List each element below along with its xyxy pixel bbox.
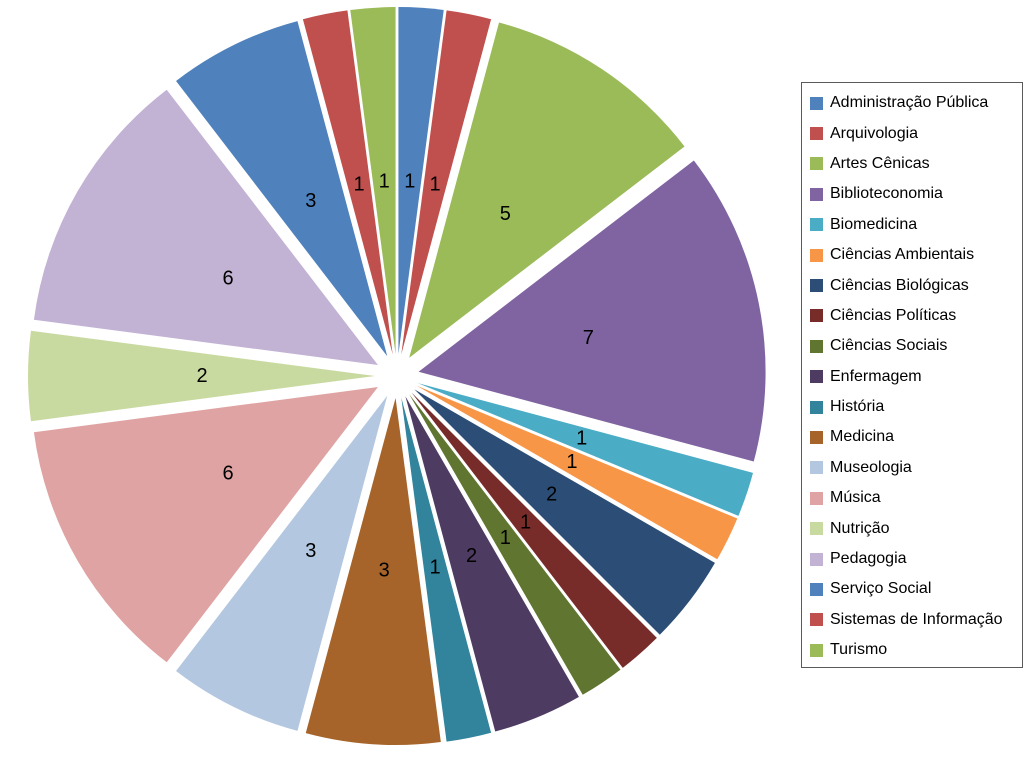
legend-label: História: [830, 398, 885, 416]
pie-slice-13: [176, 395, 388, 731]
slice-value-label: 1: [566, 451, 577, 473]
legend-swatch-icon: [810, 400, 823, 414]
pie-slice-5: [417, 383, 754, 516]
legend-label: Enfermagem: [830, 367, 922, 385]
legend-item: Enfermagem: [802, 362, 1022, 392]
legend-label: Ciências Ambientais: [830, 246, 975, 264]
pie-slice-4: [418, 160, 766, 462]
legend-swatch-icon: [810, 582, 823, 596]
pie-slice-7: [414, 389, 715, 635]
slice-value-label: 6: [223, 463, 234, 485]
slice-value-label: 1: [500, 527, 511, 549]
slice-value-label: 6: [223, 268, 234, 290]
slice-value-label: 3: [305, 190, 316, 212]
legend-item: Ciências Ambientais: [802, 240, 1022, 270]
legend-swatch-icon: [810, 552, 823, 566]
legend-item: Pedagogia: [802, 544, 1022, 574]
pie-slice-16: [33, 89, 378, 366]
slice-value-label: 3: [379, 560, 390, 582]
slice-value-label: 1: [520, 512, 531, 534]
legend-swatch-icon: [810, 218, 823, 232]
legend: Administração Pública Arquivologia Artes C…: [801, 82, 1023, 668]
legend-swatch-icon: [810, 279, 823, 293]
slice-value-label: 7: [583, 327, 594, 349]
slice-value-label: 1: [404, 170, 415, 192]
slice-value-label: 3: [305, 540, 316, 562]
legend-item: Turismo: [802, 635, 1022, 665]
legend-label: Ciências Sociais: [830, 337, 948, 355]
legend-item: Administração Pública: [802, 88, 1022, 118]
legend-swatch-icon: [810, 96, 823, 110]
legend-item: Música: [802, 483, 1022, 513]
legend-swatch-icon: [810, 339, 823, 353]
slice-value-label: 1: [379, 170, 390, 192]
legend-swatch-icon: [810, 187, 823, 201]
legend-item: Serviço Social: [802, 574, 1022, 604]
legend-swatch-icon: [810, 309, 823, 323]
legend-swatch-icon: [810, 248, 823, 262]
legend-label: Sistemas de Informação: [830, 610, 1003, 628]
slice-value-label: 1: [576, 428, 587, 450]
legend-label: Nutrição: [830, 519, 890, 537]
pie-slice-19: [350, 7, 396, 355]
pie-slice-1: [398, 7, 444, 355]
slice-value-label: 2: [196, 365, 207, 387]
legend-label: Arquivologia: [830, 124, 919, 142]
legend-item: História: [802, 392, 1022, 422]
pie-slice-8: [411, 392, 657, 668]
legend-label: Ciências Biológicas: [830, 276, 969, 294]
legend-label: Museologia: [830, 458, 912, 476]
legend-label: Serviço Social: [830, 580, 932, 598]
legend-label: Artes Cênicas: [830, 154, 930, 172]
legend-label: Administração Pública: [830, 94, 989, 112]
pie-slice-17: [176, 21, 388, 357]
legend-item: Medicina: [802, 422, 1022, 452]
legend-swatch-icon: [810, 643, 823, 657]
pie-slice-12: [305, 397, 441, 745]
legend-label: Biblioteconomia: [830, 185, 943, 203]
legend-swatch-icon: [810, 157, 823, 171]
legend-item: Ciências Biológicas: [802, 270, 1022, 300]
legend-swatch-icon: [810, 613, 823, 627]
pie-slice-6: [416, 385, 738, 560]
legend-item: Sistemas de Informação: [802, 605, 1022, 635]
legend-item: Nutrição: [802, 513, 1022, 543]
pie-slice-2: [401, 10, 492, 355]
legend-item: Biblioteconomia: [802, 179, 1022, 209]
legend-label: Turismo: [830, 641, 888, 659]
pie-slice-10: [405, 396, 579, 732]
legend-label: Biomedicina: [830, 215, 918, 233]
pie-slice-11: [401, 397, 492, 742]
pie-slice-9: [409, 394, 621, 695]
pie-slice-3: [409, 22, 685, 358]
slice-value-label: 2: [466, 545, 477, 567]
slice-value-label: 1: [429, 556, 440, 578]
legend-label: Pedagogia: [830, 550, 907, 568]
slice-value-label: 2: [546, 484, 557, 506]
legend-item: Ciências Sociais: [802, 331, 1022, 361]
legend-item: Biomedicina: [802, 210, 1022, 240]
pie-slice-15: [28, 330, 375, 422]
slice-value-label: 5: [500, 203, 511, 225]
legend-swatch-icon: [810, 127, 823, 141]
pie-slice-14: [33, 387, 378, 663]
slice-value-label: 1: [429, 174, 440, 196]
legend-label: Ciências Políticas: [830, 306, 957, 324]
legend-swatch-icon: [810, 522, 823, 536]
legend-label: Música: [830, 489, 881, 507]
legend-swatch-icon: [810, 461, 823, 475]
legend-label: Medicina: [830, 428, 895, 446]
pie-slice-18: [302, 10, 393, 355]
legend-item: Ciências Políticas: [802, 301, 1022, 331]
legend-item: Museologia: [802, 453, 1022, 483]
legend-item: Artes Cênicas: [802, 149, 1022, 179]
legend-swatch-icon: [810, 491, 823, 505]
slice-value-label: 1: [353, 174, 364, 196]
legend-item: Arquivologia: [802, 118, 1022, 148]
legend-swatch-icon: [810, 370, 823, 384]
legend-swatch-icon: [810, 430, 823, 444]
